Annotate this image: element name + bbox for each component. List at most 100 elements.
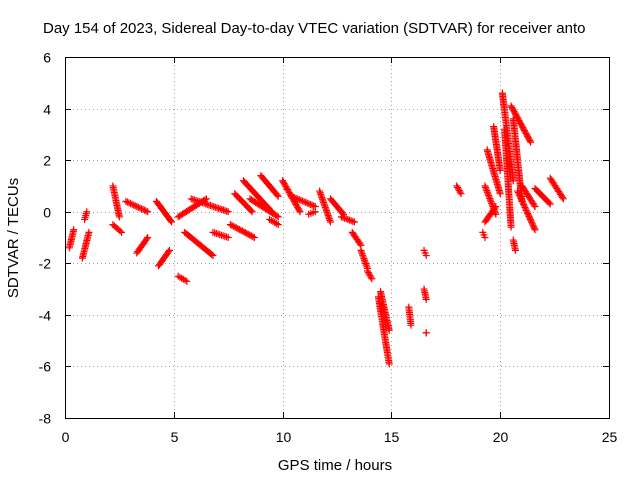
data-point xyxy=(481,182,489,190)
grid xyxy=(65,57,609,418)
data-point xyxy=(302,198,310,206)
data-point xyxy=(509,177,517,185)
y-tick-label: 0 xyxy=(43,205,51,221)
data-point xyxy=(202,195,210,203)
data-point xyxy=(311,208,319,216)
data-point xyxy=(249,233,257,241)
data-point xyxy=(133,203,141,211)
data-point xyxy=(484,190,492,198)
data-point xyxy=(234,225,242,233)
data-point xyxy=(491,204,499,212)
data-point xyxy=(83,208,91,216)
data-point xyxy=(238,227,246,235)
data-point xyxy=(274,192,282,200)
data-point xyxy=(516,193,524,201)
data-point xyxy=(367,273,375,281)
data-point xyxy=(300,198,308,206)
data-point xyxy=(142,207,150,215)
chart-title: Day 154 of 2023, Sidereal Day-to-day VTE… xyxy=(43,20,585,37)
data-point xyxy=(141,206,149,214)
data-point xyxy=(85,228,93,236)
data-point xyxy=(274,213,282,221)
data-point xyxy=(483,187,491,195)
data-point xyxy=(282,183,290,191)
data-point xyxy=(118,228,126,236)
data-point xyxy=(137,205,145,213)
data-point xyxy=(507,223,515,231)
data-point xyxy=(226,221,234,229)
data-point xyxy=(530,224,538,232)
data-point xyxy=(294,195,302,203)
data-point xyxy=(487,198,495,206)
data-point xyxy=(347,217,355,225)
y-tick-label: -2 xyxy=(39,256,52,272)
data-point xyxy=(164,248,172,256)
y-tick-label: -4 xyxy=(39,308,52,324)
data-point xyxy=(341,214,349,222)
data-point xyxy=(559,195,567,203)
axis-ticks: 0 5 10 15 20 25 -8 -6 -4 -2 0 2 4 6 xyxy=(39,50,618,446)
data-point xyxy=(280,180,288,188)
data-point xyxy=(283,184,291,192)
y-tick-label: 6 xyxy=(43,50,51,66)
data-point xyxy=(294,205,302,213)
data-point xyxy=(326,218,334,226)
data-point xyxy=(241,229,249,237)
data-point xyxy=(127,200,135,208)
data-point xyxy=(287,192,295,200)
data-point xyxy=(385,326,393,334)
data-point xyxy=(482,185,490,193)
plot-frame xyxy=(65,57,610,419)
data-point xyxy=(296,208,304,216)
data-point xyxy=(228,221,236,229)
data-point xyxy=(526,215,534,223)
data-point xyxy=(526,214,534,222)
data-point xyxy=(168,218,176,226)
data-point xyxy=(350,218,358,226)
data-point xyxy=(165,246,173,254)
data-point xyxy=(295,206,303,214)
data-point xyxy=(520,200,528,208)
data-point xyxy=(527,138,535,146)
data-point xyxy=(115,213,123,221)
data-point xyxy=(139,206,147,214)
data-point xyxy=(285,189,293,197)
data-point xyxy=(525,212,533,220)
data-point xyxy=(529,221,537,229)
data-point xyxy=(123,198,131,206)
data-point xyxy=(531,226,539,234)
data-point xyxy=(273,191,281,199)
data-point xyxy=(232,224,240,232)
data-point xyxy=(292,194,300,202)
data-point xyxy=(243,229,251,237)
y-tick-label: -8 xyxy=(39,411,52,427)
data-point xyxy=(298,197,306,205)
data-point xyxy=(295,196,303,204)
data-point xyxy=(134,203,142,211)
data-point xyxy=(522,206,530,214)
x-tick-label: 20 xyxy=(493,429,509,445)
data-point xyxy=(485,193,493,201)
data-point xyxy=(515,190,523,198)
data-point xyxy=(456,188,464,196)
data-point xyxy=(247,232,255,240)
y-axis-label: SDTVAR / TECUs xyxy=(5,178,22,298)
data-point xyxy=(524,209,532,217)
data-point xyxy=(337,213,345,221)
data-point xyxy=(231,223,239,231)
data-point xyxy=(531,203,539,211)
y-tick-label: 4 xyxy=(43,102,51,118)
data-point xyxy=(485,191,493,199)
data-point xyxy=(281,181,289,189)
data-point xyxy=(279,178,287,186)
data-point xyxy=(496,166,504,174)
data-point xyxy=(310,202,318,210)
data-point xyxy=(521,203,529,211)
data-point xyxy=(522,205,530,213)
data-point xyxy=(519,199,527,207)
data-point xyxy=(496,190,504,198)
data-point xyxy=(524,211,532,219)
y-tick-label: -6 xyxy=(39,359,52,375)
data-point xyxy=(488,199,496,207)
data-point xyxy=(514,189,522,197)
